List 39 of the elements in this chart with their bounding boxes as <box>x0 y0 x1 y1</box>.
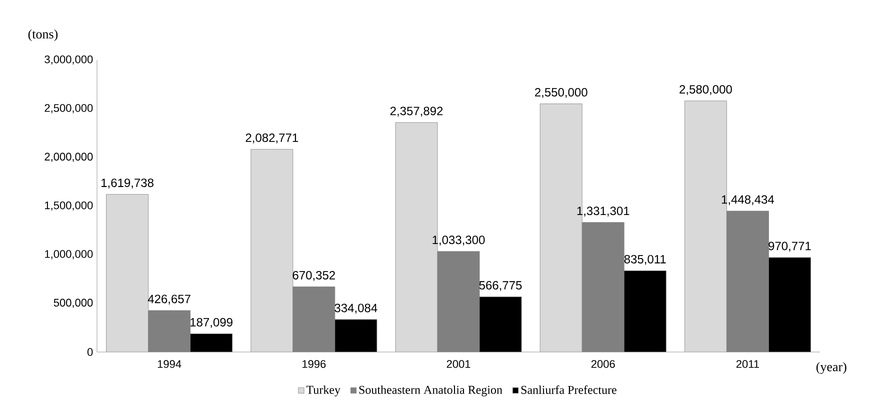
data-label: 187,099 <box>190 318 232 328</box>
y-tick-label: 2,000,000 <box>44 152 93 162</box>
x-tick-label: 2001 <box>446 360 470 368</box>
y-tick-label: 3,000,000 <box>44 55 93 65</box>
data-label: 835,011 <box>624 254 666 265</box>
data-label: 1,033,300 <box>432 236 485 246</box>
data-label: 1,619,738 <box>102 178 154 188</box>
data-label: 2,082,771 <box>246 134 298 144</box>
legend-label: Turkey <box>306 385 340 396</box>
bar <box>106 194 148 352</box>
y-axis-title: (tons) <box>28 29 58 42</box>
bar <box>480 296 522 352</box>
data-label: 2,580,000 <box>680 85 732 96</box>
legend-label: Southeastern Anatolia Region <box>359 385 502 396</box>
bar <box>250 149 293 352</box>
y-tick-label: 0 <box>87 348 93 356</box>
bar <box>334 319 377 352</box>
y-tick-label: 1,500,000 <box>45 201 93 211</box>
data-label: 1,331,301 <box>577 206 630 217</box>
data-label: 970,771 <box>768 242 811 252</box>
legend-label: Sanliurfa Prefecture <box>521 385 616 394</box>
x-tick-label: 1996 <box>302 360 326 368</box>
bar <box>768 257 811 352</box>
data-label: 334,084 <box>334 304 378 314</box>
data-label: 670,352 <box>292 270 335 281</box>
bar <box>190 334 232 352</box>
y-tick-label: 1,000,000 <box>45 250 93 260</box>
y-tick-label: 2,500,000 <box>44 104 93 114</box>
data-label: 2,357,892 <box>390 106 443 117</box>
data-label: 426,657 <box>148 294 190 305</box>
bar <box>624 270 666 352</box>
data-label: 2,550,000 <box>535 88 588 98</box>
x-tick-label: 2011 <box>736 360 759 368</box>
data-label: 566,775 <box>479 281 522 291</box>
x-tick-label: 2006 <box>591 360 615 368</box>
data-label: 1,448,434 <box>722 195 774 206</box>
y-tick-label: 500,000 <box>54 298 93 308</box>
x-axis-title: (year) <box>816 362 846 374</box>
x-tick-label: 1994 <box>158 360 182 368</box>
